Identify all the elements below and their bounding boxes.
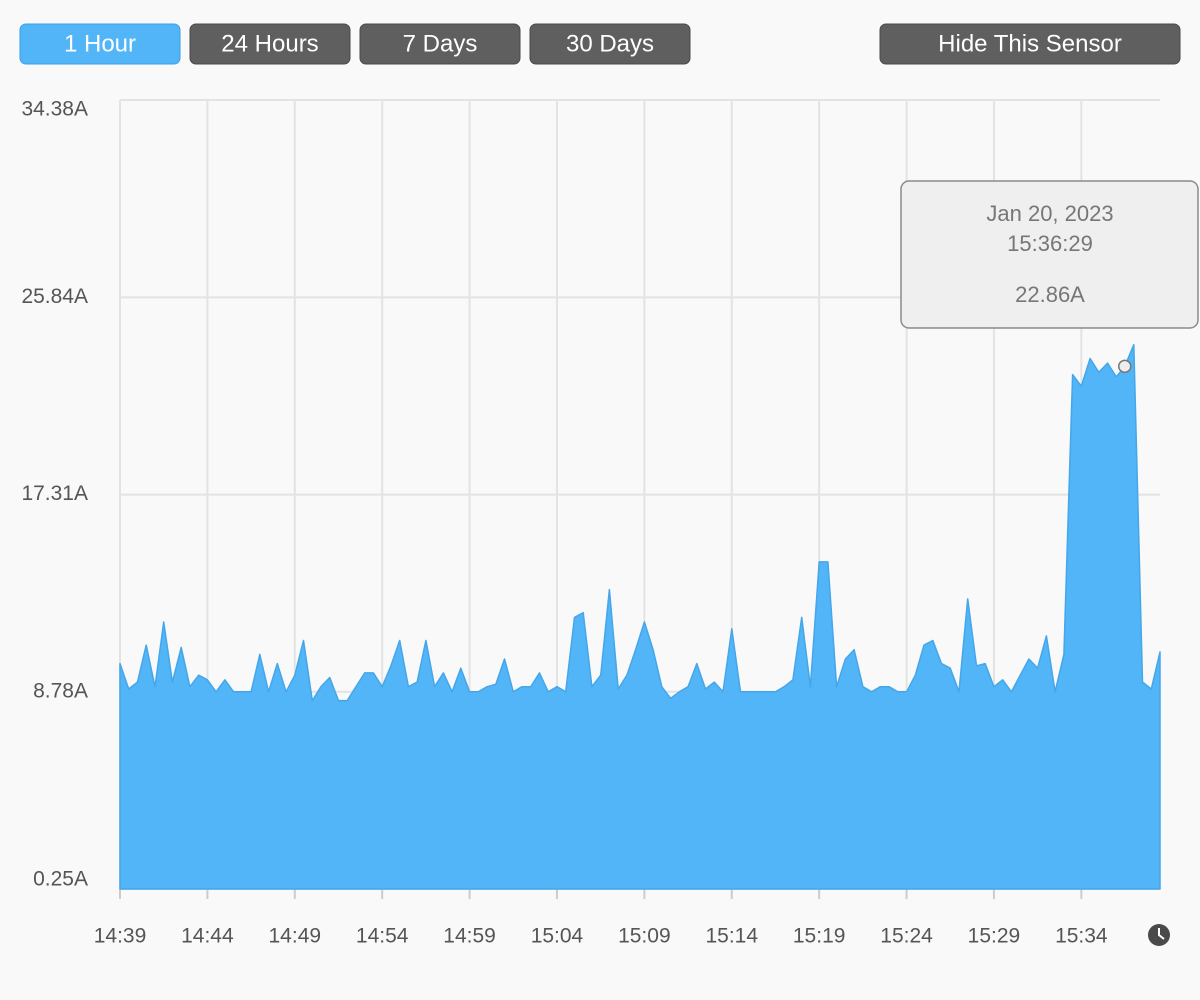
tooltip-box [900,180,1199,329]
range-button-label[interactable]: 1 Hour [64,30,136,57]
range-button-bg[interactable] [529,23,691,65]
range-button-bg[interactable] [19,23,181,65]
x-tick-label: 14:44 [181,925,234,948]
hide-button[interactable]: Hide This Sensor [879,23,1181,65]
x-tick-label: 15:04 [531,925,584,948]
hide-button-bg[interactable] [879,23,1181,65]
range-button-bg[interactable] [189,23,351,65]
x-tick-label: 14:39 [94,925,147,948]
range-button-bg[interactable] [359,23,521,65]
tooltip-label: 22.86A [1015,282,1085,307]
clock-hands[interactable] [1158,928,1165,940]
x-tick-label: 15:24 [880,925,933,948]
range-button[interactable]: 24 Hours [189,23,351,65]
x-tick-label: 15:09 [618,925,671,948]
button-bar: 1 Hour 24 Hours 7 Days 30 Days [19,23,691,65]
y-tick-label: 17.31A [21,482,88,505]
range-button-label[interactable]: 30 Days [566,30,654,57]
x-tick-label: 15:29 [968,925,1021,948]
x-tick-label: 14:49 [269,925,322,948]
range-button[interactable]: 1 Hour [19,23,181,65]
tooltip-date: Jan 20, 2023 [986,201,1113,226]
range-button[interactable]: 30 Days [529,23,691,65]
area [119,343,1161,890]
x-tick-label: 15:19 [793,925,846,948]
range-button-label[interactable]: 7 Days [403,30,478,57]
x-tick-label: 14:59 [443,925,496,948]
plot: 0.25A 8.78A 17.31A 25.84A 34.38A 14:39 14:44 14… [21,98,1199,948]
range-button[interactable]: 7 Days [359,23,521,65]
y-tick-label: 8.78A [33,679,88,702]
x-tick-label: 14:54 [356,925,409,948]
hide-button-label[interactable]: Hide This Sensor [938,30,1122,57]
y-tick-label: 34.38A [21,98,88,121]
tooltip-time: 15:36:29 [1007,231,1093,256]
range-button-label[interactable]: 24 Hours [221,30,318,57]
x-tick-label: 15:34 [1055,925,1108,948]
hover-point [1118,359,1132,374]
x-tick-label: 15:14 [705,925,758,948]
y-tick-label: 25.84A [21,285,88,308]
tooltip: Jan 20, 2023 15:36:29 22.86A [900,180,1199,329]
clock-icon[interactable] [1148,924,1170,946]
y-tick-label: 0.25A [33,868,88,891]
